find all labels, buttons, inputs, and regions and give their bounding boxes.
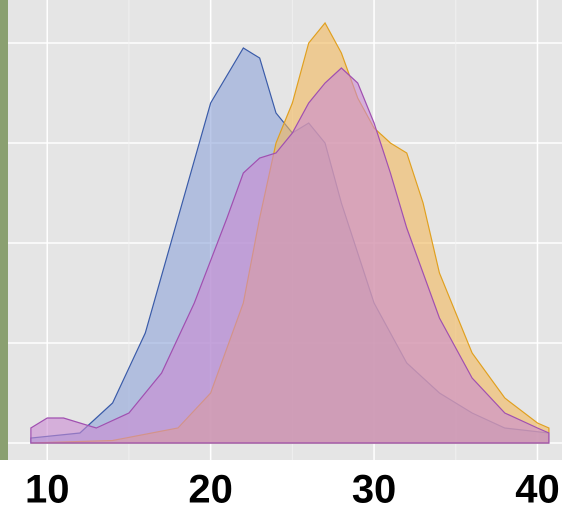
x-tick-label: 10 [25,468,70,512]
density-area [30,67,550,444]
x-tick-label: 40 [515,468,560,512]
x-tick-label: 30 [352,468,397,512]
left-strip [0,0,8,460]
x-tick-label: 20 [188,468,233,512]
